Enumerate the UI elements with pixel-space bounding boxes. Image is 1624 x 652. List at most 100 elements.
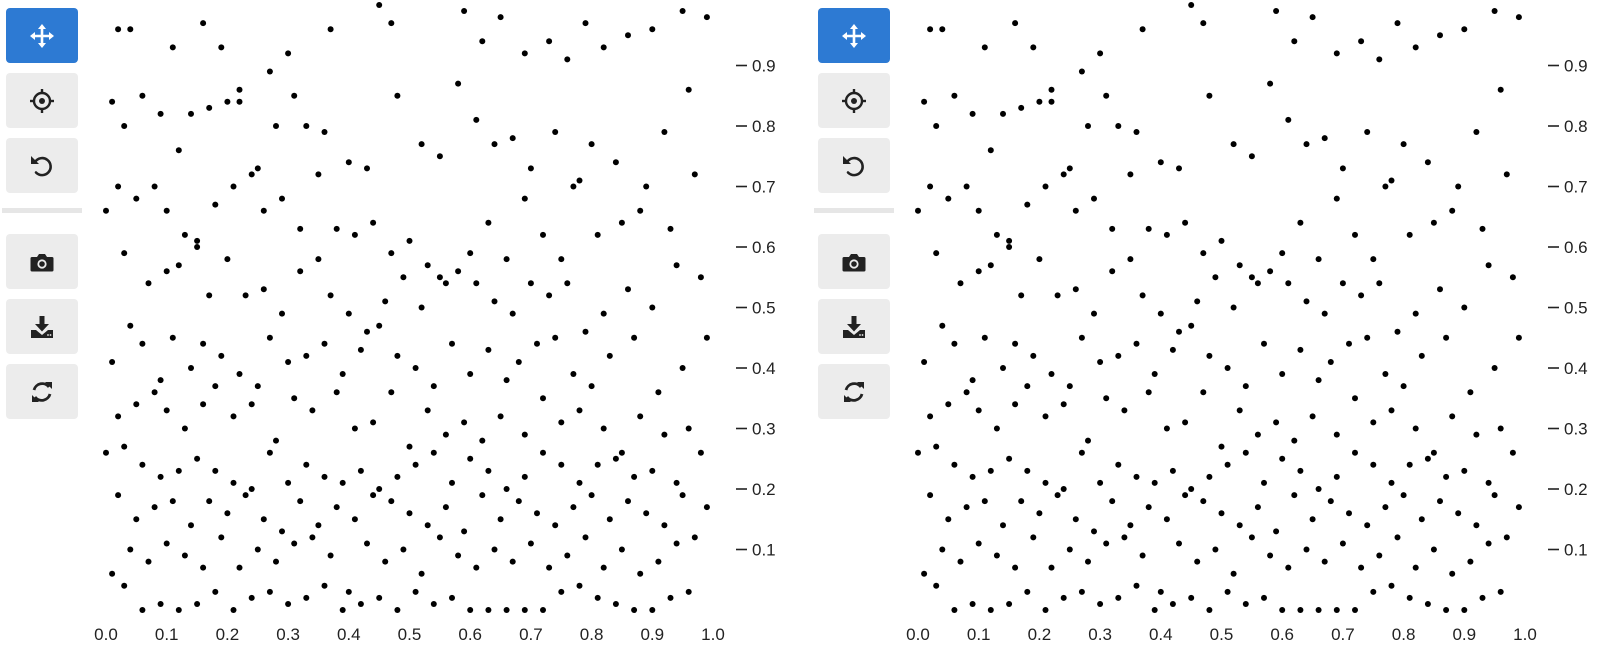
scatter-point [1042,183,1049,190]
scatter-point [115,26,122,33]
x-tick-label: 0.8 [1392,625,1416,644]
x-tick-label: 1.0 [701,625,725,644]
scatter-point [1024,588,1031,595]
scatter-chart-left[interactable]: 0.0 0.1 0.2 0.3 0.4 0.5 0.6 0.7 0.8 0.9 1.0 0.1 0.2 0… [0,0,812,652]
scatter-point [1060,486,1067,492]
scatter-point [1024,467,1031,474]
scatter-point [945,401,952,408]
scatter-point [1188,486,1195,492]
scatter-point [576,479,583,486]
scatter-point [376,322,383,329]
scatter-point [927,413,934,420]
scatter-point [697,449,704,456]
screenshot-tool-button[interactable] [818,234,890,289]
scatter-point [485,467,492,474]
scatter-point [570,504,577,511]
scatter-point [927,183,934,190]
scatter-point [1303,546,1310,553]
y-tick-label: 0.7 [752,178,776,197]
crosshair-tool-button[interactable] [818,73,890,128]
download-tool-button[interactable] [6,299,78,354]
scatter-point [643,510,650,517]
scatter-point [1115,594,1122,601]
crosshair-tool-button[interactable] [6,73,78,128]
scatter-point [1115,461,1122,468]
scatter-point [1400,492,1407,499]
y-tick-label: 0.6 [1564,238,1588,257]
scatter-point [151,504,158,511]
scatter-point [1309,14,1316,21]
scatter-point [1127,256,1134,263]
pan-tool-button[interactable] [818,8,890,63]
scatter-point [963,183,970,190]
scatter-point [1206,92,1213,99]
scatter-point [1485,540,1492,547]
scatter-point [1461,607,1468,613]
scatter-point [540,231,546,238]
scatter-point [951,92,958,99]
scatter-point [157,601,164,607]
pan-tool-button[interactable] [6,8,78,63]
reset-tool-button[interactable] [6,138,78,193]
scatter-point [121,443,128,450]
scatter-point [297,268,304,275]
x-tick-label: 0.7 [1331,625,1355,644]
scatter-point [175,607,182,613]
scatter-point [1060,594,1067,601]
x-tick-label: 0.5 [398,625,422,644]
scatter-point [1406,461,1413,468]
scatter-point [181,552,188,559]
scatter-point [1066,546,1073,553]
scatter-point [1200,389,1207,396]
scatter-point [661,431,668,438]
x-tick-label: 0.1 [967,625,991,644]
scatter-point [618,546,625,553]
scatter-point [1412,44,1419,51]
scatter-point [1339,540,1346,547]
scatter-point [1109,225,1116,232]
scatter-point [1339,280,1346,287]
reset-tool-button[interactable] [818,138,890,193]
scatter-point [691,534,698,541]
scatter-point [1461,304,1468,311]
y-tick-label: 0.9 [752,57,776,76]
scatter-point [1509,274,1516,281]
scatter-point [1000,110,1006,117]
scatter-point [1291,437,1298,444]
scatter-point [109,570,116,577]
scatter-point [127,322,134,329]
scatter-point [945,195,952,202]
scatter-point [1109,268,1116,275]
scatter-point [139,92,146,99]
scatter-point [394,92,401,99]
scatter-point [1388,407,1395,414]
scatter-point [1437,498,1443,505]
scatter-point [987,607,994,613]
refresh-tool-button[interactable] [818,364,890,419]
scatter-point [449,479,455,486]
scatter-chart-right[interactable]: 0.0 0.1 0.2 0.3 0.4 0.5 0.6 0.7 0.8 0.9 1.0 0.1 0.2 0… [812,0,1624,652]
scatter-point [303,352,310,359]
screenshot-tool-button[interactable] [6,234,78,289]
download-tool-button[interactable] [818,299,890,354]
scatter-point [467,371,474,377]
scatter-point [1018,292,1025,299]
scatter-point [1115,352,1122,359]
scatter-point [333,389,340,396]
scatter-point [576,582,583,589]
scatter-point [540,607,546,613]
x-tick-label: 0.2 [216,625,240,644]
scatter-point [473,564,480,571]
scatter-point [1218,443,1225,450]
scatter-point [260,207,267,214]
scatter-point [509,135,516,142]
scatter-point [473,280,480,287]
scatter-point [115,492,122,499]
scatter-point [188,522,194,529]
scatter-point [485,219,492,226]
scatter-point [109,359,116,365]
scatter-point [1418,352,1425,359]
refresh-tool-button[interactable] [6,364,78,419]
download-icon [843,315,865,338]
scatter-point [534,340,540,347]
